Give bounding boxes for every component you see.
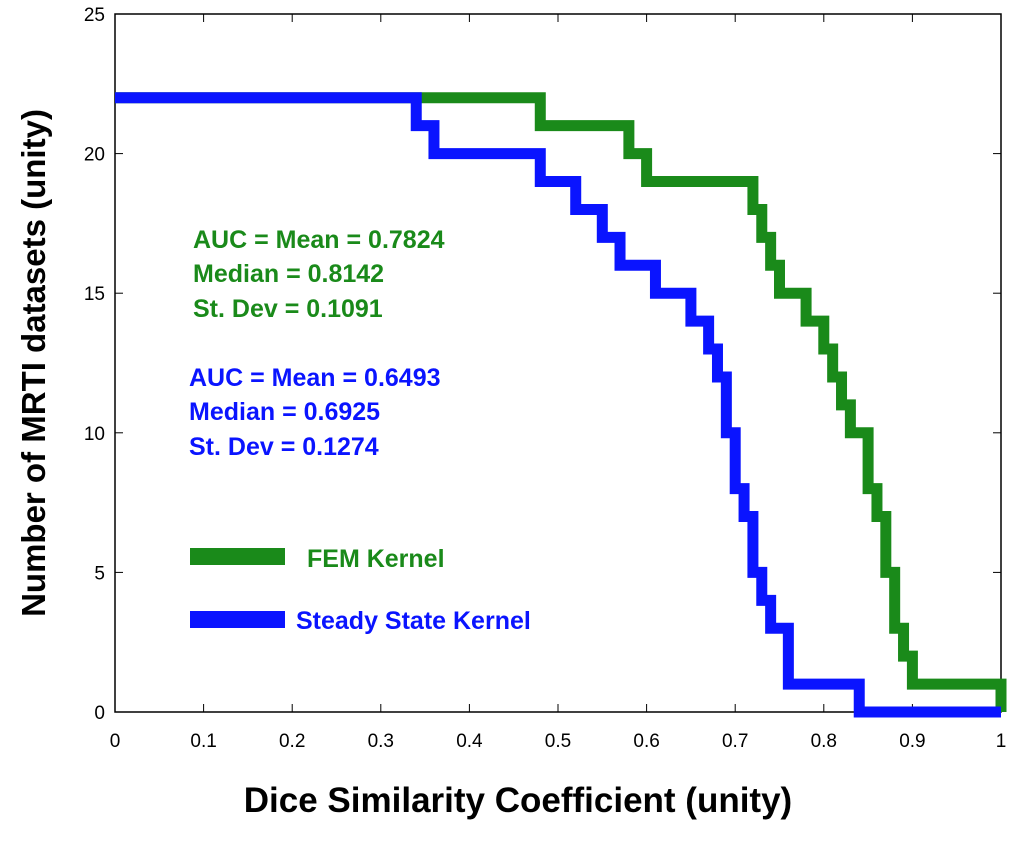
legend-label-fem: FEM Kernel — [307, 545, 445, 573]
fem-stat-median: Median = 0.8142 — [193, 260, 384, 288]
series-line-fem-kernel — [115, 92, 1007, 712]
series-lines — [115, 92, 1007, 718]
steady-state-stat-median: Median = 0.6925 — [189, 398, 380, 426]
legend-swatch-steady-state — [190, 611, 285, 628]
steady-state-stat-stdev: St. Dev = 0.1274 — [189, 433, 379, 461]
x-tick-label: 0.5 — [545, 731, 571, 752]
x-tick-label: 0.1 — [190, 731, 216, 752]
x-tick-label: 0.7 — [722, 731, 748, 752]
y-tick-label: 10 — [84, 424, 105, 445]
series-line-steady-state-kernel — [115, 92, 1001, 718]
y-tick-label: 20 — [84, 145, 105, 166]
x-tick-label: 0.8 — [811, 731, 837, 752]
x-tick-label: 0 — [110, 731, 121, 752]
y-axis-label: Number of MRTI datasets (unity) — [15, 109, 52, 617]
y-tick-label: 5 — [94, 563, 105, 584]
fem-stat-stdev: St. Dev = 0.1091 — [193, 295, 383, 323]
fem-stats: AUC = Mean = 0.7824 Median = 0.8142 St. … — [193, 226, 445, 323]
x-tick-label: 0.6 — [633, 731, 659, 752]
y-tick-label: 15 — [84, 284, 105, 305]
fem-stat-mean: AUC = Mean = 0.7824 — [193, 226, 445, 254]
steady-state-stats: AUC = Mean = 0.6493 Median = 0.6925 St. … — [189, 364, 441, 461]
x-tick-label: 0.3 — [368, 731, 394, 752]
legend-label-steady-state: Steady State Kernel — [296, 607, 531, 635]
y-tick-label: 25 — [84, 5, 105, 26]
plot-area — [114, 13, 1002, 713]
axis-ticks — [114, 13, 1002, 713]
x-axis-label: Dice Similarity Coefficient (unity) — [244, 781, 792, 820]
legend-swatch-fem — [190, 548, 285, 565]
x-tick-label: 0.2 — [279, 731, 305, 752]
y-tick-label: 0 — [94, 703, 105, 724]
x-tick-label: 0.9 — [899, 731, 925, 752]
x-tick-label: 0.4 — [456, 731, 483, 752]
x-tick-label: 1 — [996, 731, 1007, 752]
legend: FEM Kernel Steady State Kernel — [190, 545, 531, 635]
steady-state-stat-mean: AUC = Mean = 0.6493 — [189, 364, 441, 392]
